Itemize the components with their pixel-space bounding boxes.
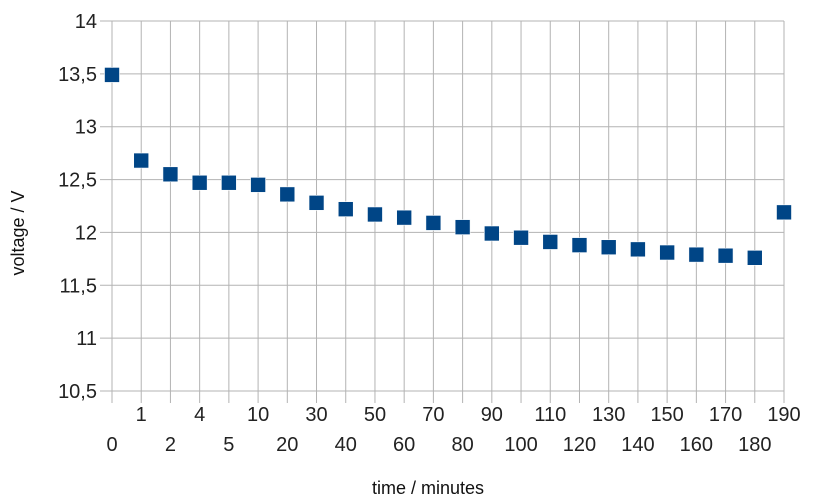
- data-point: [396, 209, 412, 226]
- data-point: [542, 234, 559, 250]
- data-point: [600, 239, 617, 256]
- x-tick-label: 140: [621, 434, 654, 456]
- data-point: [630, 241, 646, 258]
- x-tick-label: 70: [422, 404, 444, 426]
- y-tick-label: 13,5: [58, 64, 97, 86]
- x-axis-title: time / minutes: [372, 478, 484, 498]
- y-tick-labels: 10,5 11 11,5 12 12,5 13 13,5 14: [58, 11, 97, 403]
- grid-lines: [100, 20, 785, 403]
- x-tick-label: 0: [106, 434, 117, 456]
- data-point: [191, 174, 208, 191]
- data-point: [367, 206, 383, 223]
- x-tick-label: 30: [305, 404, 327, 426]
- data-point: [717, 247, 734, 264]
- data-point: [484, 225, 500, 242]
- data-point: [571, 237, 588, 253]
- data-point: [162, 166, 179, 183]
- data-point: [279, 186, 296, 203]
- data-point: [425, 215, 442, 231]
- x-tick-label: 10: [247, 404, 269, 426]
- x-tick-label: 1: [136, 404, 147, 426]
- x-tick-label: 4: [194, 404, 205, 426]
- y-tick-label: 12: [75, 222, 97, 244]
- y-tick-label: 14: [75, 11, 97, 33]
- x-tick-label: 60: [393, 434, 415, 456]
- x-tick-label: 80: [451, 434, 473, 456]
- x-tick-label: 110: [534, 404, 566, 426]
- x-tick-label: 130: [592, 404, 625, 426]
- data-point: [746, 250, 763, 266]
- x-tick-label: 160: [680, 434, 713, 456]
- x-tick-label: 180: [738, 434, 771, 456]
- data-point: [250, 177, 266, 193]
- data-point: [454, 219, 471, 235]
- x-tick-label: 50: [364, 404, 386, 426]
- data-point: [221, 174, 237, 191]
- data-points: [104, 67, 792, 266]
- x-tick-label: 170: [709, 404, 742, 426]
- y-tick-label: 11: [76, 328, 97, 350]
- data-point: [337, 201, 354, 217]
- x-tick-label: 90: [481, 404, 503, 426]
- data-point: [513, 229, 529, 246]
- data-point: [776, 204, 792, 221]
- x-tick-label: 2: [165, 434, 176, 456]
- x-tick-label: 150: [650, 404, 683, 426]
- y-axis-title: voltage / V: [8, 190, 28, 275]
- data-point: [104, 67, 120, 83]
- x-tick-label: 190: [767, 404, 800, 426]
- data-point: [659, 244, 675, 261]
- x-tick-label: 40: [335, 434, 357, 456]
- data-point: [133, 152, 150, 169]
- y-tick-label: 12,5: [58, 170, 97, 192]
- x-tick-label: 5: [223, 434, 234, 456]
- y-tick-label: 11,5: [60, 275, 97, 297]
- data-point: [308, 195, 325, 211]
- x-tick-label: 100: [504, 434, 537, 456]
- y-tick-label: 10,5: [58, 381, 97, 403]
- data-point: [688, 246, 705, 263]
- x-tick-label: 120: [563, 434, 596, 456]
- x-tick-label: 20: [276, 434, 298, 456]
- y-tick-label: 13: [75, 117, 97, 139]
